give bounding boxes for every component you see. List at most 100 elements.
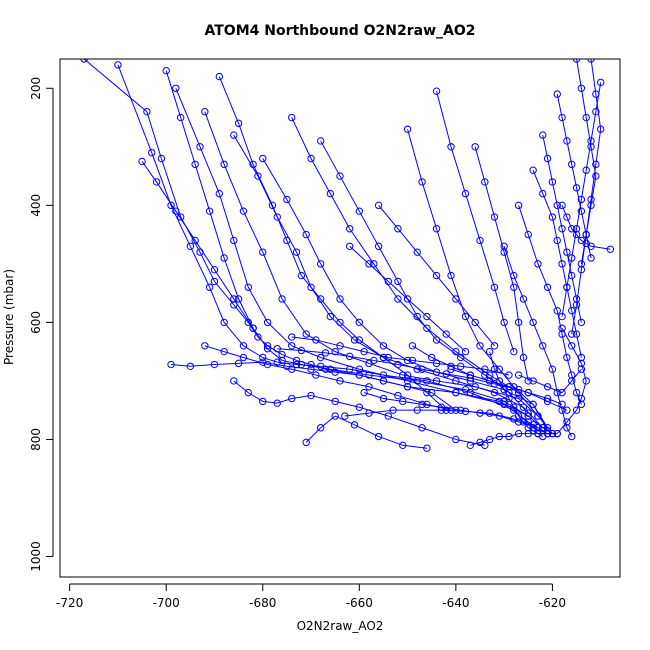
series-segment [508,433,519,438]
data-point [379,394,388,403]
series-segment [358,322,384,347]
data-point [481,365,489,373]
series-segment [233,304,249,323]
data-point [413,406,421,414]
data-point [234,295,243,303]
data-point [524,388,532,397]
series-segment [223,257,240,300]
data-point [572,301,581,309]
data-point [606,245,615,253]
series-segment [455,298,476,323]
series-segment [416,251,437,276]
series-segment [407,386,432,394]
series-segment [518,392,539,417]
data-point [292,248,301,256]
data-point [374,201,383,210]
series-segment [532,170,544,194]
data-point [316,295,325,303]
data-point [568,225,576,233]
data-point [210,360,219,369]
data-point [355,371,364,379]
series-segment [310,158,331,194]
data-point [374,432,383,441]
data-point [210,277,219,286]
series-segment [590,175,597,206]
data-point [191,160,199,169]
series-segment [494,287,505,323]
series-segment [412,359,437,364]
series-segment [320,140,341,177]
series-segment [378,205,399,230]
data-point [162,67,170,75]
data-point [336,342,344,350]
data-point [577,359,586,368]
data-point [316,362,325,370]
data-series [138,157,257,332]
data-point [543,397,552,406]
data-point [563,213,571,221]
data-point [413,248,421,256]
data-point [452,388,460,397]
data-point [379,377,388,385]
series-segment [556,421,568,434]
data-point [288,365,296,373]
data-point [432,87,441,95]
data-series [162,67,532,420]
data-point [500,318,508,327]
series-segment [484,181,495,218]
data-point [379,342,388,350]
series-segment [479,438,490,443]
series-segment [571,275,578,300]
series-segment [561,380,573,393]
data-point [336,295,344,303]
data-point [244,388,252,397]
series-segment [383,345,408,361]
series-segment [465,389,505,402]
data-point [220,347,228,356]
data-series [172,84,547,435]
data-point [423,377,431,385]
series-segment [247,287,269,323]
series-segment [262,357,278,363]
data-point [350,421,359,429]
data-point [490,380,499,388]
data-point [432,225,441,233]
series-segment [474,146,486,183]
series-segment [373,263,399,300]
series-segment [566,257,573,288]
data-point [259,248,267,256]
data-point [568,330,576,338]
series-segment [267,364,292,370]
data-point [553,429,561,438]
series-segment [262,158,288,200]
series-segment [556,205,563,229]
x-tick-label: -680 [249,596,276,610]
data-point [263,345,272,353]
data-point [201,342,209,350]
data-point [345,242,354,250]
data-point [529,400,537,409]
x-tick-label: -700 [153,596,180,610]
data-series [345,242,470,356]
series-segment [315,339,341,347]
data-point [196,143,204,151]
data-point [254,172,262,180]
series-segment [218,76,240,124]
series-segment [252,327,268,350]
series-segment [335,371,360,376]
plot-frame [59,58,621,578]
data-point [403,125,412,133]
series-segment [556,94,563,118]
data-point [394,225,402,233]
data-point [577,84,586,92]
series-segment [339,345,365,353]
series-segment [349,228,375,265]
series-segment [359,339,384,358]
series-segment [571,368,582,382]
data-point [505,394,513,403]
series-segment [566,140,573,165]
series-segment [218,193,235,241]
data-point [374,242,383,250]
data-point [592,160,600,169]
series-segment [310,368,336,373]
